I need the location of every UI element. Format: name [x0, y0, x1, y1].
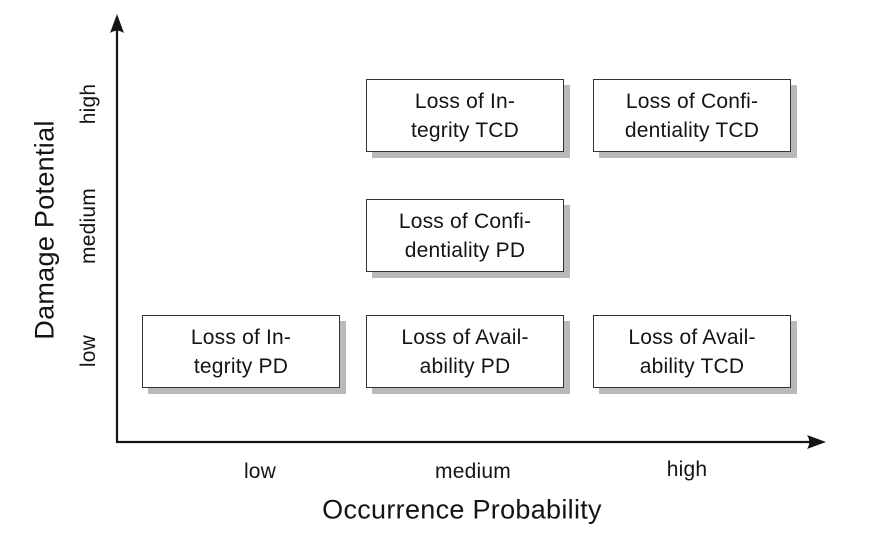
y-tick-low: low	[77, 334, 100, 368]
y-axis-title: Damage Potential	[29, 120, 60, 340]
box-label-line: ability PD	[419, 354, 511, 378]
box-loss-of-availability-pd: Loss of Avail- ability PD	[366, 315, 564, 388]
y-tick-medium: medium	[77, 188, 100, 264]
x-axis-arrowhead	[807, 435, 826, 449]
box-label-line: Loss of Confi-	[398, 209, 532, 233]
x-axis-title: Occurrence Probability	[322, 494, 602, 525]
box-loss-of-integrity-tcd: Loss of In- tegrity TCD	[366, 79, 564, 152]
box-loss-of-integrity-pd: Loss of In- tegrity PD	[142, 315, 340, 388]
box-loss-of-confidentiality-tcd: Loss of Confi- dentiality TCD	[593, 79, 791, 152]
box-label-line: Loss of Avail-	[628, 325, 756, 349]
x-tick-medium: medium	[435, 460, 511, 483]
box-label-line: dentiality TCD	[624, 118, 760, 142]
x-tick-high: high	[666, 458, 708, 481]
box-label-line: Loss of In-	[414, 89, 516, 113]
box-loss-of-confidentiality-pd: Loss of Confi- dentiality PD	[366, 199, 564, 272]
x-tick-low: low	[243, 460, 277, 483]
box-label-line: ability TCD	[639, 354, 745, 378]
box-label-line: tegrity PD	[193, 354, 289, 378]
y-tick-high: high	[77, 83, 100, 125]
box-label-line: dentiality PD	[404, 238, 526, 262]
box-label-line: Loss of In-	[190, 325, 292, 349]
y-axis-arrowhead	[110, 14, 124, 33]
box-loss-of-availability-tcd: Loss of Avail- ability TCD	[593, 315, 791, 388]
box-label-line: Loss of Avail-	[401, 325, 529, 349]
box-label-line: tegrity TCD	[411, 118, 519, 142]
box-label-line: Loss of Confi-	[625, 89, 759, 113]
